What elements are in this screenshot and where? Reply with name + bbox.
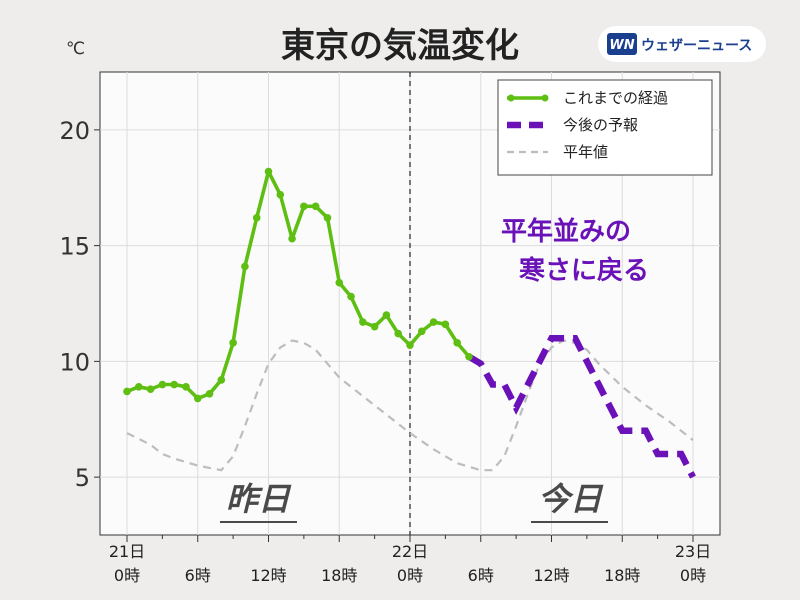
day-label-yesterday: 昨日	[220, 480, 297, 523]
y-tick-label: 20	[59, 117, 90, 145]
x-tick-label-date: 21日	[109, 542, 145, 561]
x-tick-label-hour: 12時	[250, 566, 286, 585]
series-observed-point	[276, 190, 285, 199]
series-observed-point	[182, 383, 190, 391]
series-observed-point	[453, 339, 461, 347]
y-tick-label: 10	[59, 348, 90, 376]
series-observed-point	[370, 322, 379, 331]
series-observed-point	[123, 387, 131, 396]
brand-logo-text: WN	[609, 38, 634, 53]
x-tick-label-hour: 6時	[185, 566, 211, 585]
x-tick-label-date: 22日	[392, 542, 428, 561]
series-observed-point	[288, 234, 296, 243]
series-layer	[123, 167, 696, 479]
series-forecast-line	[467, 334, 696, 479]
x-tick-label-hour: 0時	[397, 566, 423, 585]
legend-label: これまでの経過	[563, 89, 668, 107]
brand-badge: WN ウェザーニュース	[598, 26, 766, 62]
day-label-today-text: 今日	[538, 480, 604, 518]
series-observed-point	[264, 167, 273, 176]
series-observed-point	[205, 389, 214, 398]
series-observed-point	[394, 329, 403, 338]
series-observed-point	[382, 311, 391, 319]
series-observed-point	[217, 376, 226, 384]
series-observed-point	[406, 341, 414, 349]
y-unit-label: ℃	[66, 39, 85, 59]
series-observed-point	[241, 262, 249, 271]
legend-item: 平年値	[507, 143, 608, 161]
series-observed-point	[229, 339, 237, 347]
chart-title: 東京の気温変化	[281, 26, 519, 66]
legend-item: 今後の予報	[507, 116, 638, 134]
series-observed-point	[193, 394, 202, 403]
series-observed-point	[465, 352, 473, 361]
brand-name: ウェザーニュース	[641, 38, 752, 54]
series-observed-point	[347, 292, 355, 301]
x-tick-label-hour: 0時	[680, 566, 706, 585]
brand-logo-icon	[607, 33, 637, 55]
x-axis: 21日 0時 6時 12時 18時 22日 0時 6時 12時 18時 23日 0時	[109, 535, 711, 585]
y-tick-label: 15	[59, 233, 90, 261]
legend-swatch-dot	[507, 94, 515, 102]
series-observed-point	[158, 380, 167, 389]
series-observed-point	[359, 318, 367, 326]
legend-label: 今後の予報	[563, 116, 638, 134]
day-label-today: 今日	[531, 480, 608, 523]
day-label-yesterday-text: 昨日	[226, 480, 292, 518]
series-observed-point	[441, 320, 450, 329]
legend-swatch-dot	[541, 94, 549, 102]
series-observed-point	[252, 214, 261, 222]
series-observed-point	[429, 318, 438, 326]
series-observed-point	[311, 202, 320, 211]
legend-item: これまでの経過	[507, 89, 668, 107]
series-observed-point	[323, 214, 332, 222]
series-observed-point	[300, 202, 308, 211]
series-observed-point	[335, 278, 344, 287]
annotation-line-1: 平年並みの	[501, 216, 631, 247]
x-tick-label-hour: 12時	[533, 566, 569, 585]
x-tick-label-hour: 6時	[468, 566, 494, 585]
series-observed-point	[417, 327, 426, 336]
legend-label: 平年値	[563, 143, 608, 161]
annotation-line-2: 寒さに戻る	[519, 255, 649, 286]
series-observed-point	[146, 385, 155, 393]
x-tick-label-hour: 0時	[114, 566, 140, 585]
series-observed-point	[170, 380, 178, 389]
x-tick-label-hour: 18時	[604, 566, 640, 585]
y-tick-label: 5	[75, 464, 90, 492]
x-tick-label-date: 23日	[675, 542, 711, 561]
y-axis: 5 10 15 20	[59, 117, 100, 492]
x-tick-label-hour: 18時	[321, 566, 357, 585]
series-observed-point	[134, 383, 143, 391]
brand-badge-bg	[598, 26, 766, 62]
